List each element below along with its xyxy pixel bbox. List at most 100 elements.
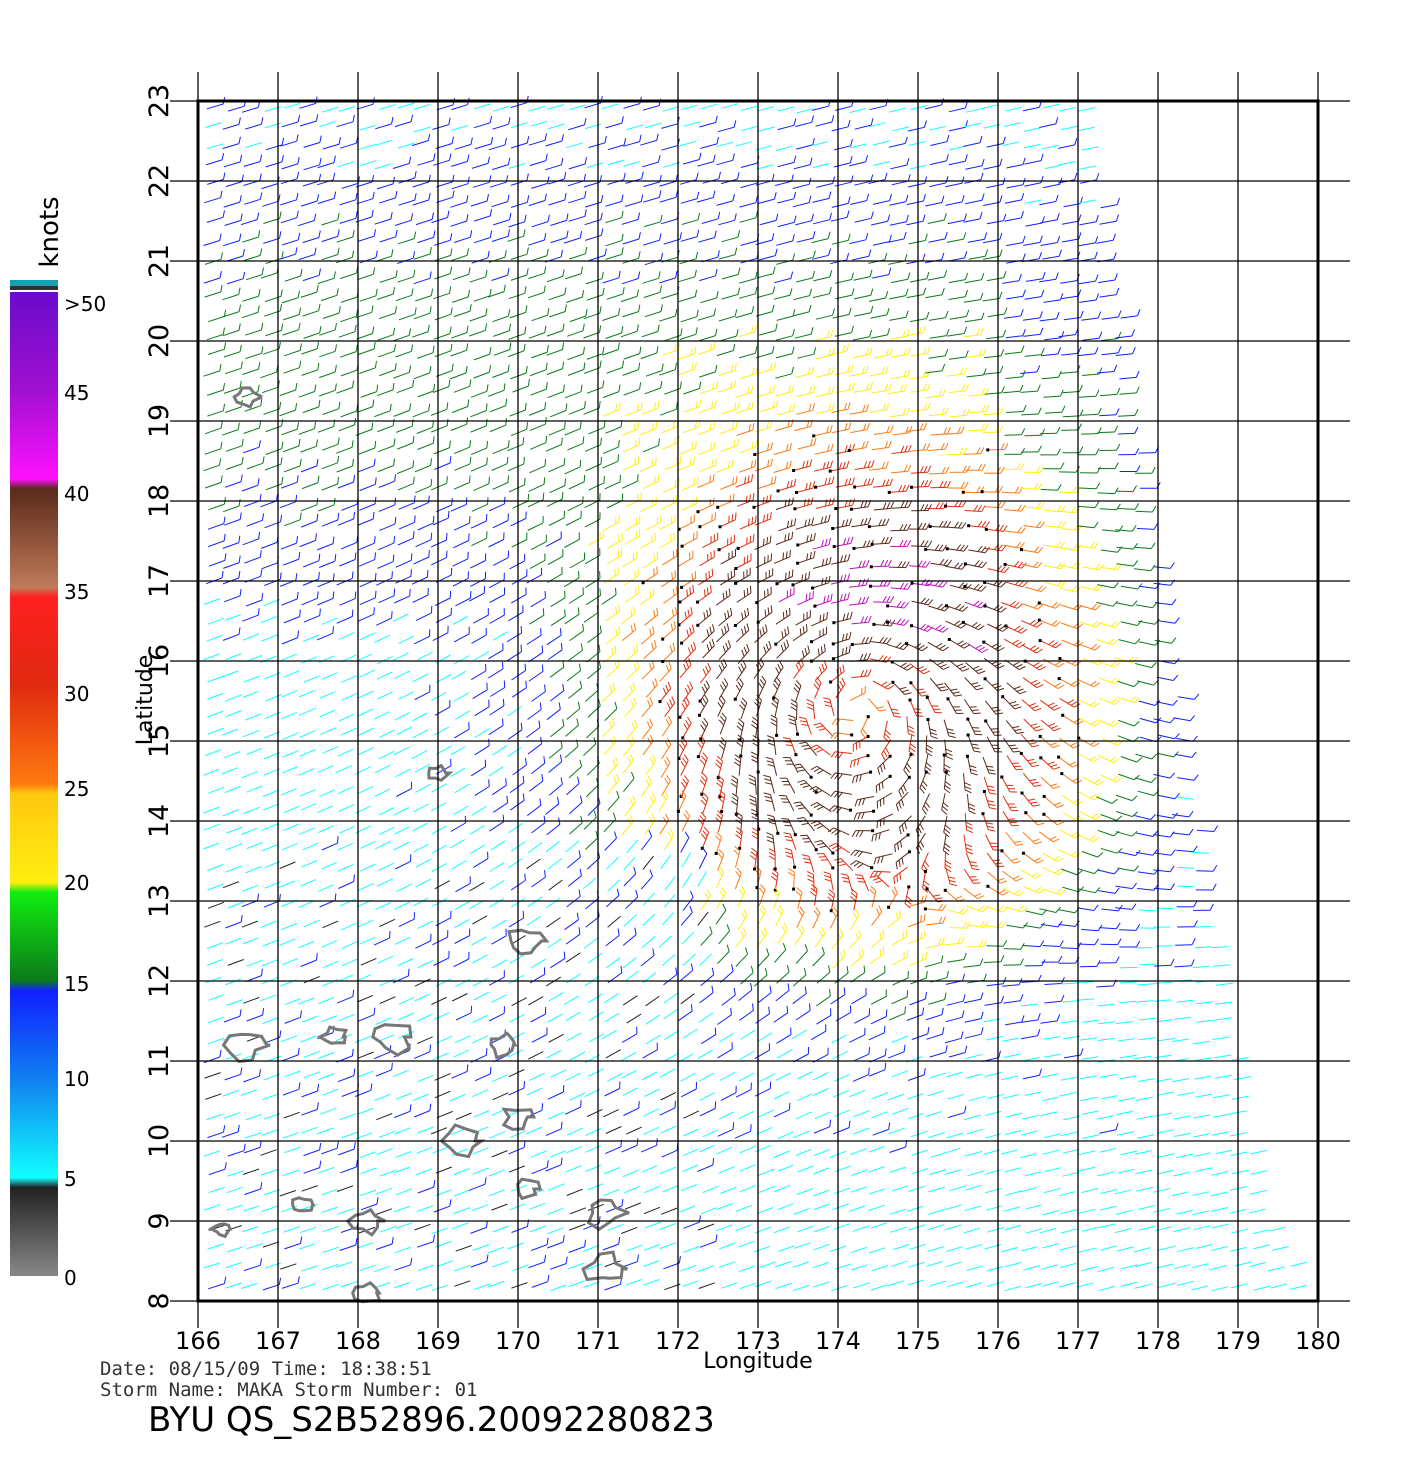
wind-barb xyxy=(510,122,528,129)
wind-barb xyxy=(930,1072,947,1079)
wind-barb xyxy=(244,398,263,412)
wind-barb xyxy=(679,140,697,147)
wind-barb xyxy=(759,1073,775,1083)
wind-barb xyxy=(816,989,831,1007)
wind-barb xyxy=(474,136,494,150)
wind-barb xyxy=(379,1169,397,1177)
wind-barb xyxy=(621,1226,638,1234)
wind-barb xyxy=(849,155,868,167)
wind-barb xyxy=(471,531,488,547)
wind-barb xyxy=(699,268,718,282)
wind-barb xyxy=(829,907,839,929)
wind-barb xyxy=(1172,1171,1190,1177)
wind-barb xyxy=(1021,407,1042,416)
island-outline xyxy=(345,1207,386,1237)
wind-barb xyxy=(206,327,225,341)
wind-barb xyxy=(775,1260,792,1268)
wind-barb xyxy=(661,250,680,263)
wind-barb xyxy=(1006,682,1027,695)
wind-barb xyxy=(987,1227,1004,1233)
wind-barb xyxy=(1134,1283,1152,1289)
wind-barb xyxy=(929,1280,947,1287)
wind-barb xyxy=(1249,1261,1267,1267)
wind-barb xyxy=(644,813,656,835)
wind-barb xyxy=(659,662,672,682)
wind-barb xyxy=(1042,249,1062,260)
wind-barb xyxy=(298,768,315,776)
wind-barb xyxy=(433,1199,452,1213)
wind-barb xyxy=(262,939,279,947)
wind-barb xyxy=(1020,869,1042,879)
wind-barb xyxy=(264,1262,282,1269)
wind-barb xyxy=(849,754,870,768)
wind-barb xyxy=(525,720,541,739)
wind-barb xyxy=(718,678,729,700)
wind-barb xyxy=(757,362,777,375)
wind-barb xyxy=(883,720,891,743)
wind-barb xyxy=(530,590,546,608)
wind-barb xyxy=(281,290,300,304)
wind-barb xyxy=(550,951,566,969)
wind-barb xyxy=(301,1265,318,1272)
wind-barb xyxy=(964,812,974,834)
wind-barb xyxy=(906,326,926,337)
wind-barb xyxy=(470,513,488,529)
wind-barb xyxy=(1043,1036,1061,1040)
wind-barb xyxy=(510,268,529,281)
wind-barb xyxy=(222,499,241,513)
wind-barb xyxy=(983,232,1003,244)
lat-tick-label: 17 xyxy=(144,564,175,598)
wind-barb xyxy=(1097,1037,1115,1042)
wind-barb xyxy=(1099,1205,1117,1211)
wind-barb xyxy=(1115,794,1138,802)
wind-barb xyxy=(1211,1246,1228,1251)
wind-barb xyxy=(830,210,850,222)
wind-barb xyxy=(910,402,931,412)
wind-barb xyxy=(813,1203,831,1211)
wind-barb xyxy=(763,774,775,794)
wind-barb xyxy=(430,402,449,416)
wind-barb xyxy=(677,457,695,472)
wind-barb xyxy=(583,306,602,320)
wind-barb xyxy=(207,692,224,700)
wind-barb xyxy=(243,675,261,683)
wind-barb xyxy=(680,496,698,512)
wind-barb xyxy=(378,344,397,358)
wind-barb xyxy=(664,328,683,342)
wind-barb xyxy=(1023,502,1045,509)
wind-barb xyxy=(394,712,411,721)
wind-barb xyxy=(947,1093,965,1100)
wind-barb xyxy=(1044,505,1066,513)
wind-barb xyxy=(775,366,794,379)
wind-barb xyxy=(567,496,584,512)
wind-barb xyxy=(1269,1226,1287,1232)
wind-barb xyxy=(1114,1228,1132,1234)
wind-barb xyxy=(241,478,260,492)
wind-barb xyxy=(417,959,434,969)
wind-barb xyxy=(606,856,619,870)
wind-barb xyxy=(925,1007,944,1021)
wind-barb xyxy=(606,757,619,777)
wind-barb xyxy=(1044,331,1065,341)
wind-barb xyxy=(453,379,472,393)
wind-barb xyxy=(455,590,472,607)
wind-barb xyxy=(776,639,790,659)
wind-barb xyxy=(433,326,452,340)
wind-barb xyxy=(607,137,627,151)
wind-barb xyxy=(1176,1209,1194,1215)
wind-barb xyxy=(396,460,415,475)
wind-barb xyxy=(1192,965,1210,969)
wind-barb xyxy=(928,466,950,475)
wind-barb xyxy=(659,1223,676,1231)
wind-barb xyxy=(397,251,416,264)
wind-barb xyxy=(759,1261,776,1268)
wind-barb xyxy=(812,907,821,929)
wind-barb xyxy=(1062,1148,1080,1154)
wind-barb xyxy=(298,213,317,227)
wind-barb xyxy=(739,1282,757,1290)
wind-barb xyxy=(946,447,968,456)
wind-barb xyxy=(947,1281,964,1288)
wind-barb xyxy=(717,695,726,717)
wind-barb xyxy=(679,327,698,340)
wind-barb xyxy=(222,809,239,817)
